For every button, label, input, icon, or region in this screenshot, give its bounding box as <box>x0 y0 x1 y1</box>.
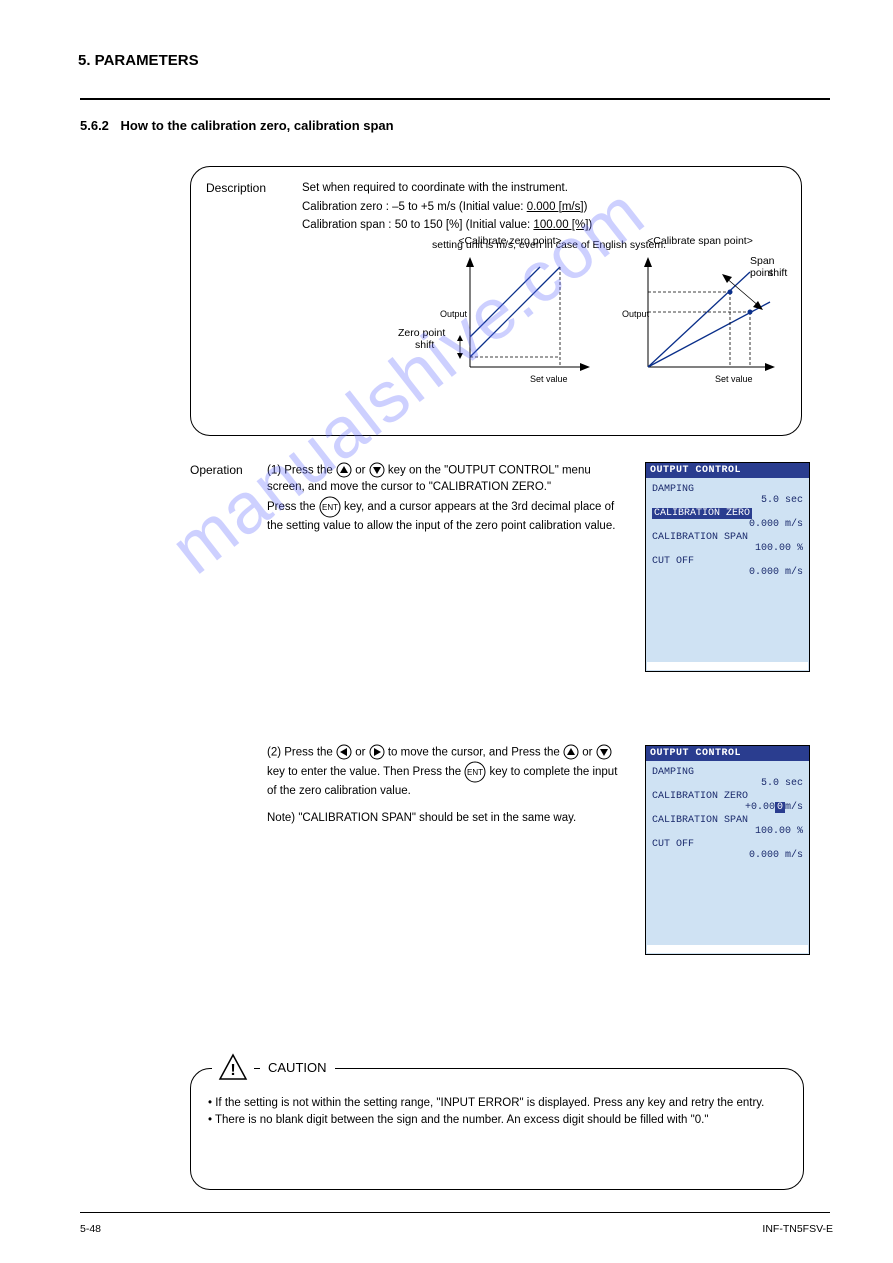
graph-zero-ylabel: Output <box>440 309 468 319</box>
graph-span-note2: shift <box>768 267 787 279</box>
down-key-icon <box>369 462 385 479</box>
page-root: 5. PARAMETERS 5.6.2 How to the calibrati… <box>0 0 893 1263</box>
step-2-note: Note) "CALIBRATION SPAN" should be set i… <box>267 810 627 827</box>
section-title-text: How to the calibration zero, calibration… <box>121 118 394 133</box>
graph-zero-svg: Output Set value <box>430 247 600 397</box>
lcd2-body: DAMPING 5.0 sec CALIBRATION ZERO +0.000 … <box>646 761 809 867</box>
lcd2-calzero-value: +0.000 m/s <box>652 802 803 813</box>
chapter-heading: 5. PARAMETERS <box>78 52 818 73</box>
step-1-body: (1) Press the or key on the "OUTPUT CONT… <box>267 462 627 534</box>
caution-line-2: • There is no blank digit between the si… <box>208 1112 788 1129</box>
graph-span-xlabel: Set value <box>715 374 753 384</box>
caution-label: CAUTION <box>260 1060 335 1075</box>
lcd1-bottom-bar <box>647 662 808 670</box>
caution-line-1: • If the setting is not within the setti… <box>208 1095 788 1112</box>
caution-text: • If the setting is not within the setti… <box>208 1095 788 1130</box>
graph-zero: <Calibrate zero point> Output Set value … <box>430 235 600 397</box>
section-number: 5.6.2 How to the calibration zero, calib… <box>80 118 394 133</box>
section-number-text: 5.6.2 <box>80 118 109 133</box>
lcd-screen-1: OUTPUT CONTROL DAMPING 5.0 sec CALIBRATI… <box>645 462 810 672</box>
svg-text:ENT: ENT <box>467 768 483 777</box>
footer-doc-id: INF-TN5FSV-E <box>762 1223 833 1235</box>
footer-page-number: 5-48 <box>80 1223 101 1235</box>
desc-line-3: Calibration span : 50 to 150 [%] (Initia… <box>302 218 772 234</box>
graph-span-ylabel: Output <box>622 309 650 319</box>
left-key-icon <box>336 744 352 761</box>
up-key-icon-2 <box>563 744 579 761</box>
step-2-body: (2) Press the or to move the cursor, and… <box>267 744 627 826</box>
footer-rule <box>80 1212 830 1213</box>
ent-key-icon: ENT <box>319 496 341 518</box>
ent-key-icon-2: ENT <box>464 761 486 783</box>
lcd2-bottom-bar <box>647 945 808 953</box>
down-key-icon-2 <box>596 744 612 761</box>
description-label: Description <box>206 181 266 195</box>
lcd-screen-2: OUTPUT CONTROL DAMPING 5.0 sec CALIBRATI… <box>645 745 810 955</box>
lcd2-header: OUTPUT CONTROL <box>646 746 809 761</box>
chapter-heading-text: 5. PARAMETERS <box>78 52 818 69</box>
svg-text:ENT: ENT <box>322 503 338 512</box>
lcd1-calzero-hl: CALIBRATION ZERO <box>652 508 752 519</box>
warning-icon: ! <box>212 1053 254 1086</box>
desc-line-2: Calibration zero : –5 to +5 m/s (Initial… <box>302 200 772 216</box>
lcd1-body: DAMPING 5.0 sec CALIBRATION ZERO 0.000 m… <box>646 478 809 584</box>
svg-text:!: ! <box>230 1062 235 1079</box>
graph-zero-title: <Calibrate zero point> <box>430 235 590 247</box>
operation-label: Operation <box>190 462 243 479</box>
graph-span: <Calibrate span point> Output Set value … <box>620 235 795 397</box>
right-key-icon <box>369 744 385 761</box>
graph-span-title: <Calibrate span point> <box>620 235 780 247</box>
graph-zero-xlabel: Set value <box>530 374 568 384</box>
lcd1-header: OUTPUT CONTROL <box>646 463 809 478</box>
header-rule <box>80 98 830 100</box>
graph-zero-shift-2: shift <box>415 339 434 351</box>
up-key-icon <box>336 462 352 479</box>
graph-zero-shift-1: Zero point <box>398 327 445 339</box>
desc-line-1: Set when required to coordinate with the… <box>302 181 772 197</box>
